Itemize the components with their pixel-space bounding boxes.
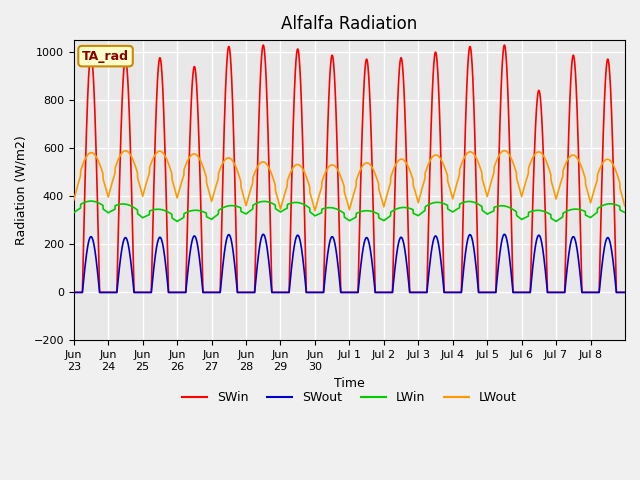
LWout — [500, 148, 508, 154]
SWout — [383, 289, 390, 295]
SWout — [515, 289, 523, 295]
LWin — [621, 210, 628, 216]
SWout — [125, 245, 132, 251]
LWin — [70, 210, 77, 216]
Legend: SWin, SWout, LWin, LWout: SWin, SWout, LWin, LWout — [177, 386, 522, 409]
LWout — [621, 203, 628, 209]
SWin — [383, 289, 390, 295]
Text: TA_rad: TA_rad — [82, 49, 129, 62]
Y-axis label: Radiation (W/m2): Radiation (W/m2) — [15, 135, 28, 245]
SWout — [613, 289, 621, 295]
LWin — [173, 218, 181, 224]
SWout — [621, 289, 628, 295]
LWin — [516, 215, 524, 221]
LWin — [547, 212, 554, 217]
SWout — [244, 289, 252, 295]
LWout — [125, 150, 132, 156]
SWin — [259, 42, 267, 48]
LWout — [614, 172, 621, 178]
LWout — [547, 171, 554, 177]
SWin — [244, 289, 252, 295]
Line: LWout: LWout — [74, 151, 625, 211]
SWin — [125, 98, 132, 104]
LWout — [383, 194, 390, 200]
LWin — [87, 198, 95, 204]
LWout — [311, 208, 319, 214]
SWout — [547, 289, 554, 295]
SWin — [70, 289, 77, 295]
LWin — [614, 203, 621, 208]
Line: LWin: LWin — [74, 201, 625, 221]
LWout — [70, 197, 77, 203]
LWin — [125, 202, 133, 208]
LWin — [244, 209, 252, 215]
X-axis label: Time: Time — [334, 377, 365, 390]
Title: Alfalfa Radiation: Alfalfa Radiation — [281, 15, 417, 33]
LWout — [244, 197, 252, 203]
SWin — [621, 289, 628, 295]
LWout — [516, 186, 524, 192]
LWin — [383, 216, 390, 221]
SWin — [547, 289, 554, 295]
SWout — [70, 289, 77, 295]
SWin — [613, 289, 621, 295]
SWin — [515, 289, 523, 295]
SWout — [259, 231, 267, 237]
Line: SWout: SWout — [74, 234, 625, 292]
Line: SWin: SWin — [74, 45, 625, 292]
